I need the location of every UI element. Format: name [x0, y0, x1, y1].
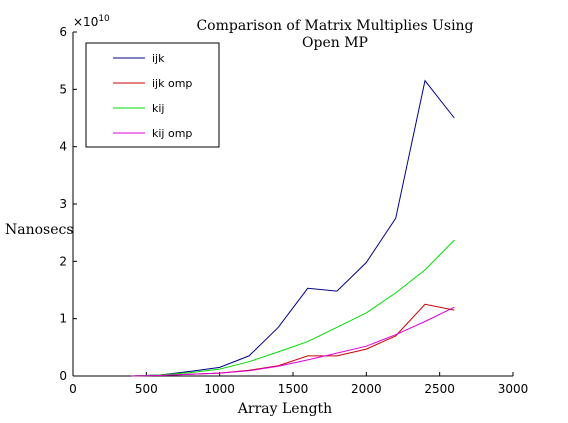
chart-subtitle: Open MP — [302, 35, 368, 51]
x-tick-label: 1000 — [204, 382, 235, 396]
y-ticks: 0 1 2 3 4 5 6 — [59, 25, 77, 383]
x-ticks: 0 500 1000 1500 2000 2500 3000 — [69, 372, 528, 396]
x-tick-label: 500 — [135, 382, 158, 396]
y-tick-label: 0 — [59, 369, 67, 383]
x-tick-label: 2000 — [351, 382, 382, 396]
series-group — [131, 79, 455, 377]
y-tick-label: 3 — [59, 197, 67, 211]
y-tick-label: 5 — [59, 82, 67, 96]
y-tick-label: 2 — [59, 254, 67, 268]
series-line-ijk-omp — [131, 303, 455, 377]
y-multiplier-base: ×10 — [73, 15, 98, 29]
x-tick-label: 0 — [69, 382, 77, 396]
x-tick-label: 3000 — [498, 382, 529, 396]
legend-label-kij-omp: kij omp — [152, 127, 192, 140]
chart-title: Comparison of Matrix Multiplies Using — [196, 18, 473, 34]
y-tick-label: 6 — [59, 25, 67, 39]
y-multiplier: ×1010 — [73, 14, 110, 29]
legend-label-kij: kij — [152, 102, 164, 115]
x-tick-label: 2500 — [424, 382, 455, 396]
y-axis-label: Nanosecs — [5, 222, 74, 238]
legend-box — [85, 42, 220, 148]
y-tick-label: 4 — [59, 140, 67, 154]
legend: ijk ijk omp kij kij omp — [85, 42, 220, 148]
y-multiplier-exponent: 10 — [98, 14, 110, 24]
legend-label-ijk-omp: ijk omp — [152, 77, 192, 90]
x-tick-label: 1500 — [278, 382, 309, 396]
series-line-kij — [131, 239, 455, 377]
y-tick-label: 1 — [59, 312, 67, 326]
series-line-kij-omp — [131, 306, 455, 377]
series-line-ijk — [131, 79, 455, 377]
x-axis-label: Array Length — [237, 401, 332, 417]
legend-label-ijk: ijk — [152, 52, 165, 65]
